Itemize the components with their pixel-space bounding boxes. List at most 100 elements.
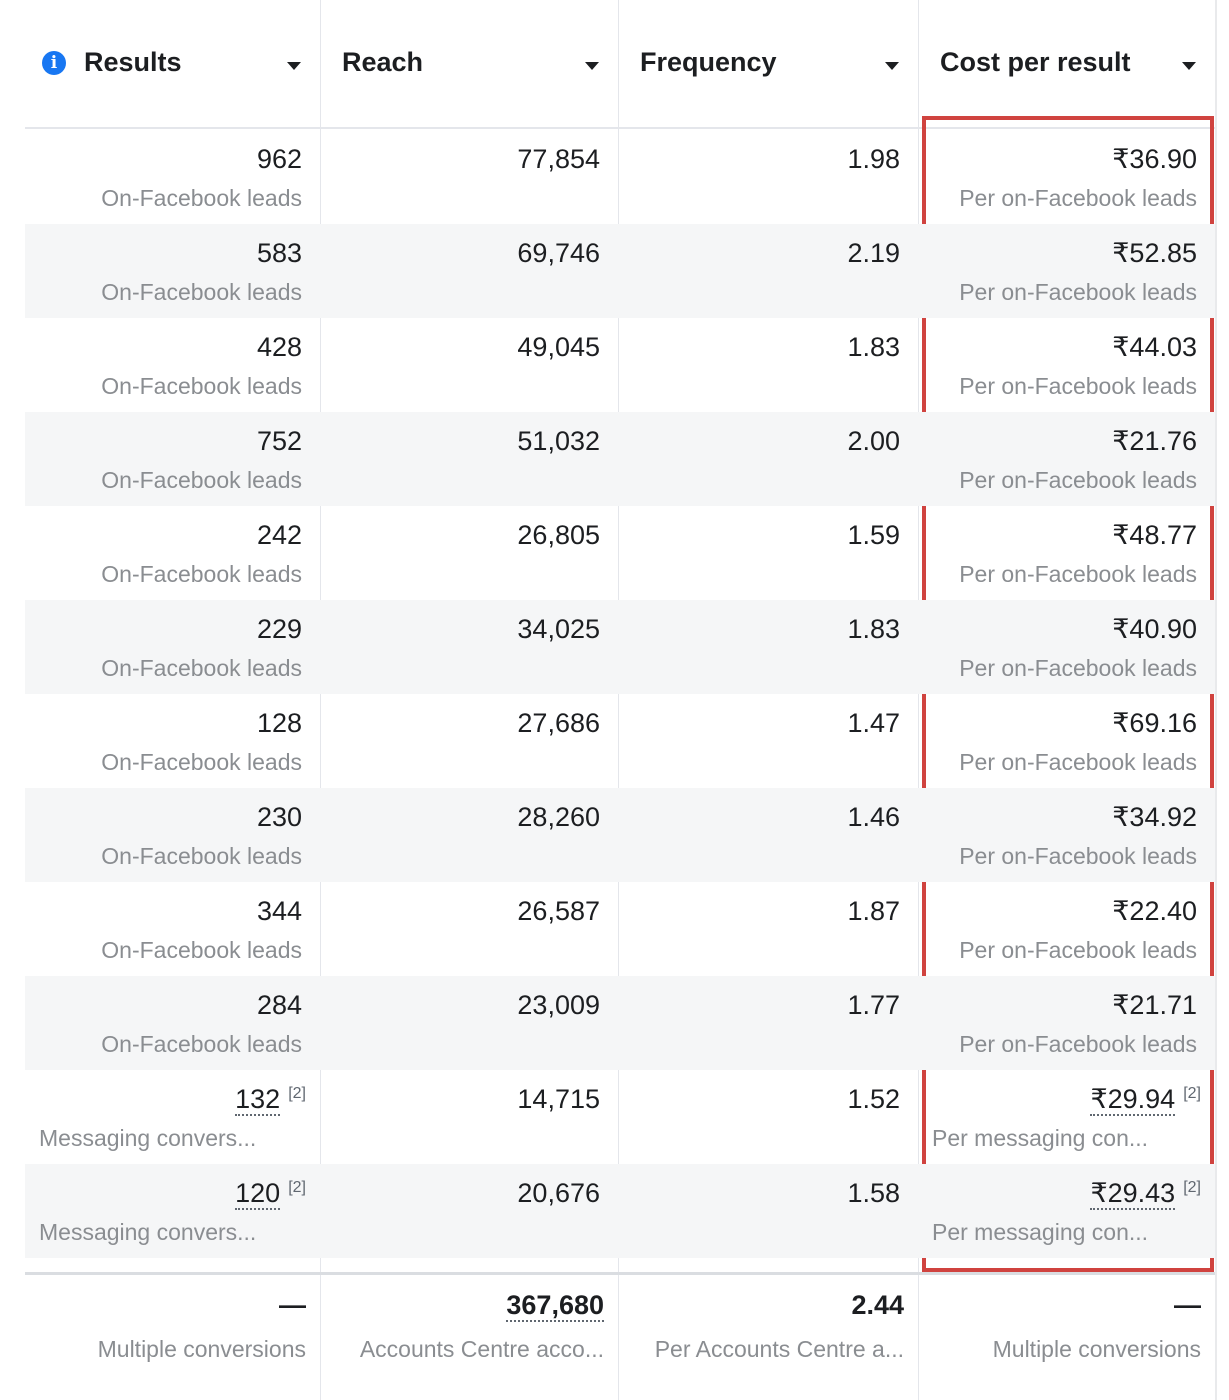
frequency-value: 1.58 bbox=[847, 1178, 900, 1209]
frequency-value: 1.47 bbox=[847, 708, 900, 738]
reference: [2] bbox=[1183, 1179, 1201, 1196]
reach-value: 77,854 bbox=[517, 144, 600, 174]
cost-label: Per messaging con... bbox=[932, 1125, 1149, 1151]
frequency-value: 1.83 bbox=[847, 332, 900, 362]
frequency-value: 1.87 bbox=[847, 896, 900, 926]
results-value: 230 bbox=[256, 802, 302, 832]
frequency-value: 1.77 bbox=[847, 990, 900, 1020]
results-label: Messaging convers... bbox=[39, 1219, 257, 1245]
header-divider bbox=[25, 127, 1215, 129]
results-label: On-Facebook leads bbox=[101, 185, 302, 211]
cost-label: Per on-Facebook leads bbox=[959, 467, 1197, 493]
reference: [2] bbox=[1183, 1085, 1201, 1102]
frequency-value: 1.98 bbox=[847, 144, 900, 174]
results-value: 132 bbox=[235, 1084, 281, 1116]
cost-value: ₹29.94 bbox=[1090, 1084, 1176, 1116]
column-header[interactable]: Reach bbox=[342, 47, 424, 77]
footer-cost: — bbox=[1174, 1290, 1201, 1321]
highlight-box bbox=[922, 116, 1214, 1272]
info-icon[interactable]: i bbox=[42, 51, 66, 75]
results-label: On-Facebook leads bbox=[101, 937, 302, 963]
results-value: 128 bbox=[256, 708, 302, 738]
footer-divider bbox=[25, 1272, 1215, 1275]
cost-value: ₹21.71 bbox=[1112, 990, 1197, 1021]
cost-value: ₹29.94 [2] bbox=[1090, 1084, 1201, 1116]
reach-value: 23,009 bbox=[517, 990, 600, 1020]
results-value: 128 bbox=[257, 708, 302, 739]
results-value: 428 bbox=[257, 332, 302, 363]
footer-cost: — bbox=[1174, 1290, 1201, 1320]
results-value: 344 bbox=[256, 896, 302, 926]
sort-dropdown[interactable] bbox=[585, 62, 599, 70]
frequency-value: 2.00 bbox=[847, 426, 900, 456]
results-value: 284 bbox=[257, 990, 302, 1021]
cost-value: ₹69.16 bbox=[1112, 708, 1197, 738]
results-label: On-Facebook leads bbox=[101, 561, 302, 587]
column-header[interactable]: Results bbox=[84, 47, 182, 77]
column-header[interactable]: Cost per result bbox=[940, 47, 1131, 77]
footer-frequency-label: Per Accounts Centre a... bbox=[654, 1336, 904, 1362]
results-label: On-Facebook leads bbox=[101, 373, 302, 399]
sort-dropdown[interactable] bbox=[885, 62, 899, 70]
results-value: 583 bbox=[256, 238, 302, 268]
frequency-value: 1.59 bbox=[847, 520, 900, 550]
cost-value: ₹29.43 bbox=[1090, 1178, 1176, 1210]
footer-reach: 367,680 bbox=[506, 1290, 604, 1322]
sort-dropdown[interactable] bbox=[1182, 62, 1196, 70]
reach-value: 34,025 bbox=[517, 614, 600, 645]
reach-value: 69,746 bbox=[517, 238, 600, 268]
cost-label: Per messaging con... bbox=[932, 1219, 1149, 1245]
reach-value: 69,746 bbox=[517, 238, 600, 269]
frequency-value: 1.47 bbox=[847, 708, 900, 739]
reach-value: 27,686 bbox=[517, 708, 600, 739]
results-value: 752 bbox=[257, 426, 302, 457]
reach-value: 20,676 bbox=[517, 1178, 600, 1209]
results-value: 428 bbox=[256, 332, 302, 362]
cost-value: ₹69.16 bbox=[1112, 708, 1197, 739]
results-value: 962 bbox=[256, 144, 302, 174]
frequency-value: 2.00 bbox=[847, 426, 900, 457]
frequency-value: 1.77 bbox=[847, 990, 900, 1021]
results-value: 583 bbox=[257, 238, 302, 269]
frequency-value: 1.83 bbox=[847, 614, 900, 645]
sort-dropdown[interactable] bbox=[287, 62, 301, 70]
row-background bbox=[25, 412, 1215, 506]
cost-label: Per on-Facebook leads bbox=[959, 373, 1197, 399]
frequency-value: 1.83 bbox=[847, 614, 900, 644]
row-background bbox=[25, 976, 1215, 1070]
results-value: 229 bbox=[257, 614, 302, 645]
results-value: 242 bbox=[257, 520, 302, 551]
frequency-value: 1.58 bbox=[847, 1178, 900, 1208]
cost-value: ₹48.77 bbox=[1112, 520, 1197, 551]
cost-label: Per on-Facebook leads bbox=[959, 279, 1197, 305]
cost-value: ₹48.77 bbox=[1112, 520, 1197, 550]
cost-label: Per on-Facebook leads bbox=[959, 655, 1197, 681]
cost-value: ₹21.76 bbox=[1112, 426, 1197, 456]
reach-value: 51,032 bbox=[517, 426, 600, 457]
results-value: 962 bbox=[257, 144, 302, 175]
frequency-value: 1.46 bbox=[847, 802, 900, 832]
results-value: 120 [2] bbox=[235, 1178, 306, 1210]
reach-value: 26,805 bbox=[517, 520, 600, 550]
cost-value: ₹22.40 bbox=[1112, 896, 1197, 926]
cost-value: ₹52.85 bbox=[1112, 238, 1197, 268]
results-label: On-Facebook leads bbox=[101, 279, 302, 305]
cost-label: Per on-Facebook leads bbox=[959, 185, 1197, 211]
results-value: 284 bbox=[256, 990, 302, 1020]
reach-value: 49,045 bbox=[517, 332, 600, 363]
results-value: 120 bbox=[235, 1178, 281, 1210]
column-divider bbox=[918, 0, 919, 1400]
results-label: On-Facebook leads bbox=[101, 655, 302, 681]
reach-value: 14,715 bbox=[517, 1084, 600, 1115]
row-background bbox=[25, 1164, 1215, 1258]
cost-value: ₹40.90 bbox=[1112, 614, 1197, 645]
row-background bbox=[25, 600, 1215, 694]
footer-frequency: 2.44 bbox=[851, 1290, 904, 1320]
footer-reach: 367,680 bbox=[506, 1290, 604, 1322]
frequency-value: 2.19 bbox=[847, 238, 900, 268]
column-header[interactable]: Frequency bbox=[640, 47, 777, 77]
cost-value: ₹22.40 bbox=[1112, 896, 1197, 927]
frequency-value: 1.52 bbox=[847, 1084, 900, 1115]
results-value: 242 bbox=[256, 520, 302, 550]
footer-results-label: Multiple conversions bbox=[97, 1336, 306, 1362]
